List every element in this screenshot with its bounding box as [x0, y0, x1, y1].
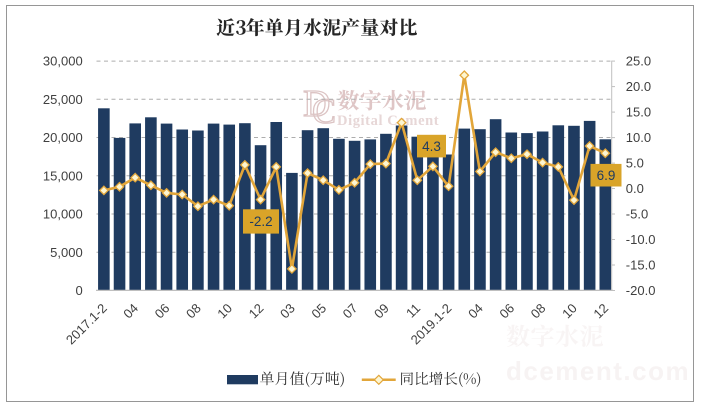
svg-text:0.0: 0.0 — [626, 181, 644, 196]
svg-text:25.0: 25.0 — [626, 54, 651, 69]
svg-text:10,000: 10,000 — [43, 207, 83, 222]
svg-text:-5.0: -5.0 — [626, 207, 648, 222]
svg-text:6.9: 6.9 — [597, 168, 616, 183]
svg-text:0: 0 — [75, 283, 82, 298]
svg-text:-2.2: -2.2 — [249, 214, 272, 229]
svg-text:25,000: 25,000 — [43, 92, 83, 107]
svg-text:30,000: 30,000 — [43, 54, 83, 69]
svg-text:-20.0: -20.0 — [626, 283, 656, 298]
svg-text:4.3: 4.3 — [422, 139, 441, 154]
svg-text:Digital Cement: Digital Cement — [337, 113, 439, 129]
svg-text:20,000: 20,000 — [43, 130, 83, 145]
svg-text:-10.0: -10.0 — [626, 232, 656, 247]
svg-text:15,000: 15,000 — [43, 168, 83, 183]
svg-text:dcement.com: dcement.com — [506, 356, 690, 386]
svg-text:5.0: 5.0 — [626, 156, 644, 171]
svg-text:D: D — [303, 83, 330, 125]
svg-text:-15.0: -15.0 — [626, 258, 656, 273]
svg-text:5,000: 5,000 — [50, 245, 83, 260]
svg-text:20.0: 20.0 — [626, 79, 651, 94]
svg-text:C: C — [312, 91, 336, 131]
svg-text:15.0: 15.0 — [626, 105, 651, 120]
svg-text:10.0: 10.0 — [626, 130, 651, 145]
